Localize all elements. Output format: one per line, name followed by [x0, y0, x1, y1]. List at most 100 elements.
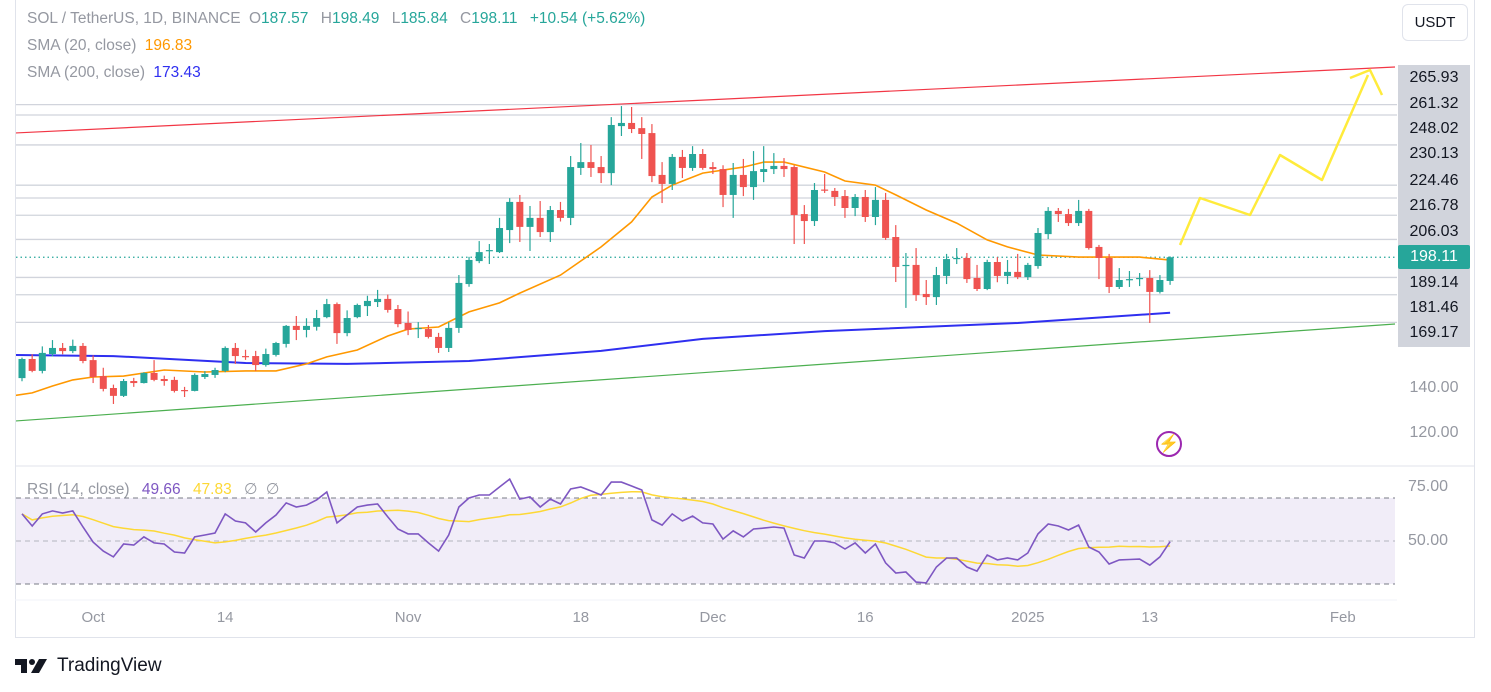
candle-up: [932, 266, 940, 305]
candle-down: [800, 205, 808, 244]
time-axis-label: 14: [216, 609, 234, 626]
candle-up: [191, 373, 199, 392]
candle-body: [130, 381, 138, 384]
candle-up: [506, 198, 514, 244]
candle-body: [821, 189, 829, 191]
tradingview-logo-icon: [15, 659, 47, 673]
candle-body: [404, 322, 412, 330]
candle-body: [810, 190, 818, 222]
candle-up: [38, 346, 46, 374]
candle-up: [485, 244, 493, 265]
candle-up: [363, 295, 371, 316]
candle-body: [99, 376, 107, 389]
candle-up: [1034, 228, 1042, 269]
candle-body: [181, 390, 189, 392]
candle-down: [28, 354, 36, 373]
candle-up: [953, 248, 961, 265]
candle-down: [181, 386, 189, 397]
candle-up: [810, 183, 818, 226]
candle-body: [1115, 280, 1123, 287]
candle-down: [963, 253, 971, 283]
candle-body: [1064, 214, 1072, 224]
resistance-trendline: [16, 66, 1396, 134]
symbol-title[interactable]: SOL / TetherUS, 1D, BINANCE: [27, 10, 241, 27]
candle-body: [455, 282, 463, 328]
candle-body: [719, 169, 727, 195]
sma200-legend[interactable]: SMA (200, close) 173.43: [27, 64, 205, 82]
candle-body: [1075, 210, 1083, 224]
candle-body: [120, 381, 128, 396]
candle-body: [943, 259, 951, 276]
candle-body: [1054, 210, 1062, 215]
candle-up: [1166, 256, 1174, 285]
rsi-ma-line: [21, 490, 1171, 567]
candle-down: [59, 343, 67, 355]
candle-down: [333, 302, 341, 344]
candle-body: [343, 318, 351, 334]
candle-up: [140, 372, 148, 384]
time-axis-label: 16: [856, 609, 874, 626]
price-level-label: 261.32: [1409, 95, 1459, 112]
candle-up: [1125, 271, 1133, 287]
candle-up: [668, 154, 676, 190]
candle-body: [170, 379, 178, 391]
candle-body: [242, 356, 250, 358]
candle-down: [831, 187, 839, 206]
candle-down: [1085, 208, 1093, 250]
high-label: H: [320, 10, 332, 27]
candle-body: [374, 298, 382, 303]
close-value: 198.11: [471, 10, 518, 27]
candle-down: [861, 190, 869, 222]
candle-down: [435, 332, 443, 353]
candle-body: [485, 250, 493, 252]
price-tick-label: 120.00: [1409, 424, 1459, 441]
candle-body: [1034, 232, 1042, 267]
rsi-value: 49.66: [141, 481, 181, 498]
candle-body: [191, 374, 199, 391]
candle-body: [302, 325, 310, 330]
candle-body: [1014, 271, 1022, 278]
candle-down: [292, 316, 300, 341]
candle-up: [1024, 262, 1032, 280]
projection-arrowhead: [1349, 68, 1384, 96]
candle-body: [709, 167, 717, 170]
candle-down: [587, 145, 595, 177]
candle-body: [140, 372, 148, 384]
candle-up: [526, 205, 534, 251]
candle-up: [871, 187, 879, 226]
candle-body: [953, 257, 961, 260]
rsi-label: RSI (14, close): [27, 481, 130, 498]
candle-body: [607, 124, 615, 174]
candle-body: [333, 304, 341, 334]
candle-down: [699, 149, 707, 170]
price-level-label: 265.93: [1409, 69, 1459, 86]
low-value: 185.84: [400, 10, 448, 27]
rsi-legend[interactable]: RSI (14, close) 49.66 47.83 ∅ ∅: [27, 480, 283, 499]
candle-body: [394, 309, 402, 325]
candle-up: [69, 339, 77, 354]
candle-down: [99, 367, 107, 392]
candle-body: [861, 196, 869, 217]
candle-body: [59, 347, 67, 352]
sma20-legend[interactable]: SMA (20, close) 196.83: [27, 37, 196, 55]
candle-body: [28, 358, 36, 371]
candle-down: [160, 375, 168, 386]
candle-body: [1004, 271, 1012, 276]
support-trendline: [16, 323, 1396, 422]
candle-up: [851, 194, 859, 217]
candle-body: [1136, 277, 1144, 280]
candle-body: [1105, 257, 1113, 287]
candle-body: [963, 257, 971, 280]
price-change: +10.54 (+5.62%): [529, 10, 646, 27]
candle-body: [587, 162, 595, 168]
candle-body: [363, 300, 371, 307]
candle-down: [1095, 244, 1103, 280]
candle-down: [739, 158, 747, 197]
lightning-bolt-icon[interactable]: ⚡: [1156, 431, 1182, 457]
tradingview-logo[interactable]: TradingView: [15, 655, 162, 677]
candle-down: [150, 360, 158, 382]
candle-body: [465, 259, 473, 285]
currency-button[interactable]: USDT: [1402, 4, 1468, 41]
candle-up: [760, 146, 768, 183]
